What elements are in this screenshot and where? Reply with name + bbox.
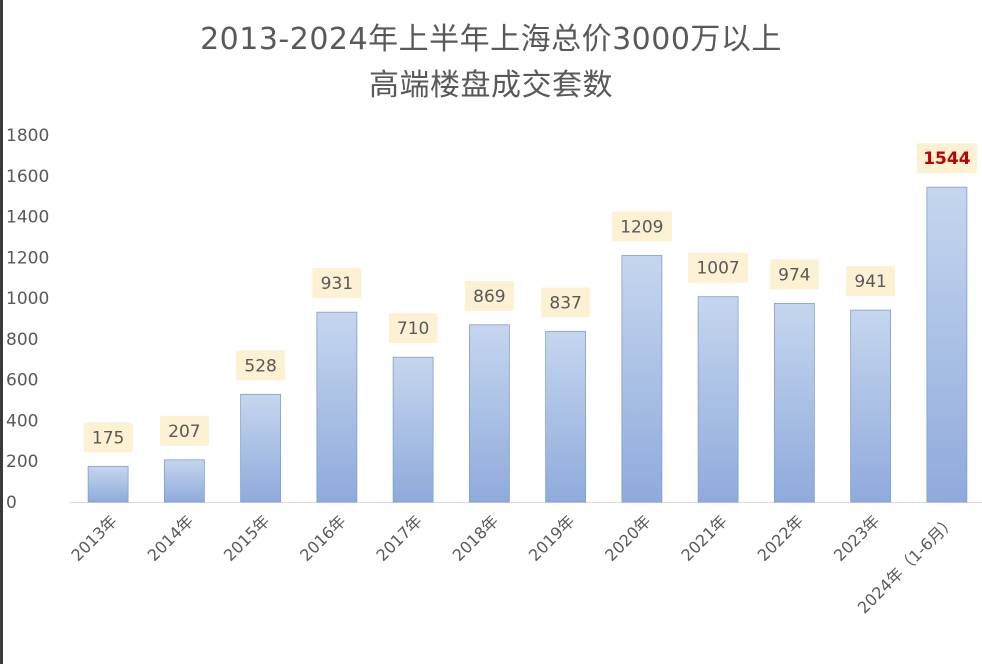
data-label-bg: [688, 252, 749, 283]
bar: [926, 186, 968, 503]
y-tick-label: 1600: [6, 167, 49, 187]
x-tick-label: 2021年: [677, 511, 731, 565]
data-label: 974: [778, 265, 810, 285]
bar: [316, 311, 358, 503]
data-label: 528: [244, 356, 276, 376]
bar: [163, 459, 205, 503]
bar: [773, 303, 815, 503]
data-label-bg: [83, 422, 133, 453]
data-label-bg: [541, 287, 591, 318]
chart-title-line-1: 2013-2024年上半年上海总价3000万以上: [200, 22, 782, 57]
bar: [392, 356, 434, 503]
data-label: 710: [397, 319, 429, 339]
data-label-bg: [236, 350, 286, 381]
data-label-bg: [611, 211, 672, 242]
data-label-bg: [916, 143, 977, 174]
data-label: 175: [92, 428, 124, 448]
data-label-bg: [388, 313, 438, 344]
data-label-bg: [312, 268, 362, 299]
bar: [545, 330, 587, 503]
x-tick-label: 2019年: [525, 511, 579, 565]
y-tick-label: 400: [6, 411, 38, 431]
bar: [468, 324, 510, 503]
y-tick-label: 600: [6, 371, 38, 391]
y-tick-label: 200: [6, 452, 38, 472]
bar: [240, 393, 282, 503]
y-tick-label: 1400: [6, 208, 49, 228]
x-tick-label: 2023年: [830, 511, 884, 565]
data-label: 869: [473, 287, 505, 307]
x-tick-label: 2013年: [67, 511, 121, 565]
chart-title-line-2: 高端楼盘成交套数: [369, 68, 613, 103]
x-tick-label: 2022年: [754, 511, 808, 565]
bar: [850, 309, 892, 503]
data-label-bg: [769, 259, 819, 290]
left-edge-border: [0, 0, 3, 664]
y-tick-label: 800: [6, 330, 38, 350]
x-tick-label: 2018年: [449, 511, 503, 565]
x-tick-label: 2014年: [144, 511, 198, 565]
bar: [87, 465, 129, 503]
bar: [697, 296, 739, 503]
data-label: 837: [549, 293, 581, 313]
data-label: 1544: [923, 149, 970, 169]
y-tick-label: 1800: [6, 126, 49, 146]
y-tick-label: 1000: [6, 289, 49, 309]
x-tick-label: 2015年: [220, 511, 274, 565]
x-tick-label: 2020年: [601, 511, 655, 565]
x-tick-label: 2017年: [372, 511, 426, 565]
x-tick-label: 2016年: [296, 511, 350, 565]
data-label: 1209: [620, 217, 663, 237]
data-label-bg: [464, 280, 514, 311]
data-label: 207: [168, 422, 200, 442]
data-label-bg: [159, 415, 209, 446]
data-label: 931: [321, 274, 353, 294]
data-label: 1007: [696, 259, 739, 279]
y-tick-label: 0: [6, 493, 17, 513]
data-label: 941: [854, 272, 886, 292]
bar: [621, 255, 663, 503]
data-label-bg: [846, 266, 896, 297]
y-tick-label: 1200: [6, 248, 49, 268]
